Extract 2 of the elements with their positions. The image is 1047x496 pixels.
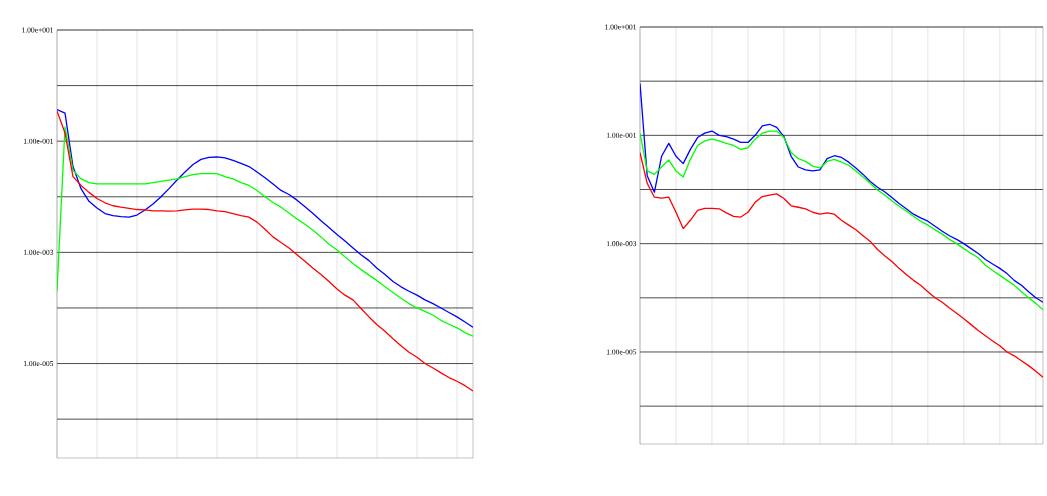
line-series (640, 130, 1044, 311)
line-series (57, 110, 473, 392)
